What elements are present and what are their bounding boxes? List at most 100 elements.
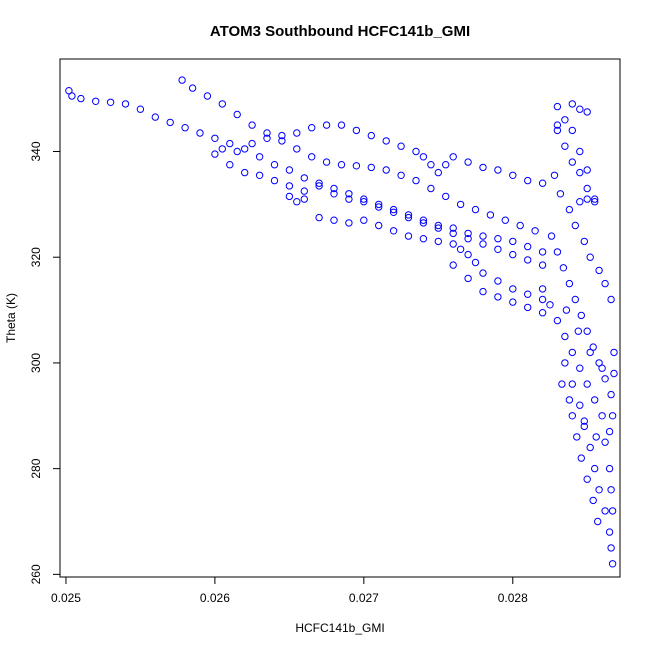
data-point bbox=[92, 97, 100, 106]
data-point bbox=[330, 216, 338, 224]
data-point bbox=[565, 279, 574, 288]
data-point bbox=[610, 369, 618, 378]
data-point bbox=[278, 131, 286, 140]
data-point bbox=[568, 100, 576, 108]
data-point bbox=[607, 544, 615, 552]
data-point bbox=[595, 486, 603, 494]
data-point bbox=[442, 192, 450, 201]
data-point bbox=[561, 359, 569, 367]
data-point bbox=[471, 258, 480, 267]
data-point bbox=[248, 139, 256, 148]
data-point bbox=[538, 309, 547, 317]
data-point bbox=[375, 221, 383, 230]
data-point bbox=[594, 517, 602, 526]
data-point bbox=[389, 208, 398, 217]
data-point bbox=[558, 380, 566, 388]
data-point bbox=[571, 295, 579, 304]
data-point bbox=[233, 110, 241, 119]
data-point bbox=[601, 438, 609, 446]
data-point bbox=[576, 198, 584, 206]
data-point bbox=[285, 182, 294, 190]
data-point bbox=[583, 380, 591, 388]
data-point bbox=[605, 464, 614, 473]
data-point bbox=[166, 118, 174, 127]
data-point bbox=[263, 129, 271, 137]
data-point bbox=[565, 396, 574, 404]
data-point bbox=[285, 166, 294, 174]
data-point bbox=[255, 171, 264, 180]
data-point bbox=[211, 134, 219, 143]
data-point bbox=[509, 171, 517, 180]
data-point bbox=[218, 100, 227, 108]
data-point bbox=[337, 161, 346, 169]
data-point bbox=[352, 162, 361, 170]
x-tick-label: 0.028 bbox=[498, 591, 528, 605]
data-point bbox=[509, 285, 517, 293]
data-point bbox=[404, 213, 413, 222]
data-point bbox=[559, 264, 568, 272]
x-tick-label: 0.026 bbox=[200, 591, 230, 605]
data-point bbox=[608, 412, 617, 420]
data-point bbox=[546, 301, 554, 309]
y-tick-label: 320 bbox=[29, 247, 43, 267]
data-point bbox=[598, 364, 606, 372]
data-point bbox=[300, 187, 308, 195]
data-point bbox=[456, 245, 465, 254]
data-point bbox=[524, 242, 532, 251]
data-point bbox=[434, 237, 442, 246]
data-point bbox=[211, 150, 219, 158]
data-point bbox=[464, 158, 472, 166]
plot-frame bbox=[59, 58, 621, 578]
data-point bbox=[449, 261, 457, 269]
data-point bbox=[367, 163, 375, 172]
data-point bbox=[605, 528, 614, 536]
data-point bbox=[583, 327, 591, 335]
data-point bbox=[591, 396, 599, 404]
data-point bbox=[352, 126, 361, 135]
data-point bbox=[553, 316, 562, 325]
data-point bbox=[203, 92, 212, 100]
data-point bbox=[419, 219, 428, 227]
data-point bbox=[68, 92, 76, 100]
data-point bbox=[573, 433, 581, 441]
data-point bbox=[553, 248, 562, 256]
data-point bbox=[586, 253, 594, 261]
data-point bbox=[568, 348, 576, 357]
data-point bbox=[434, 168, 442, 177]
data-point bbox=[382, 166, 390, 174]
data-point bbox=[583, 195, 591, 203]
y-tick-label: 340 bbox=[29, 141, 43, 161]
data-point bbox=[583, 108, 591, 116]
data-point bbox=[610, 348, 618, 357]
data-point bbox=[315, 213, 323, 222]
data-point bbox=[449, 224, 457, 232]
data-point bbox=[494, 293, 502, 301]
data-point bbox=[494, 235, 502, 243]
data-point bbox=[106, 98, 115, 107]
data-point bbox=[464, 235, 472, 243]
x-axis: 0.025 0.026 0.027 0.028 bbox=[51, 577, 528, 605]
data-point bbox=[241, 168, 249, 177]
data-point bbox=[601, 279, 609, 288]
x-tick-label: 0.027 bbox=[349, 591, 379, 605]
data-point bbox=[607, 390, 615, 399]
data-point bbox=[300, 195, 308, 203]
data-point bbox=[270, 161, 279, 169]
data-point bbox=[509, 237, 517, 246]
data-point bbox=[255, 153, 264, 161]
data-point bbox=[293, 129, 301, 137]
data-point bbox=[591, 195, 599, 203]
data-point bbox=[427, 161, 435, 169]
y-axis-label: Theta (K) bbox=[4, 293, 18, 343]
data-point bbox=[456, 200, 465, 209]
data-point bbox=[315, 182, 323, 190]
data-point bbox=[576, 168, 584, 177]
data-point bbox=[538, 295, 547, 304]
data-point bbox=[568, 158, 576, 166]
data-point bbox=[576, 105, 584, 113]
data-point bbox=[494, 245, 502, 254]
data-point bbox=[598, 412, 606, 420]
data-point bbox=[293, 198, 301, 206]
